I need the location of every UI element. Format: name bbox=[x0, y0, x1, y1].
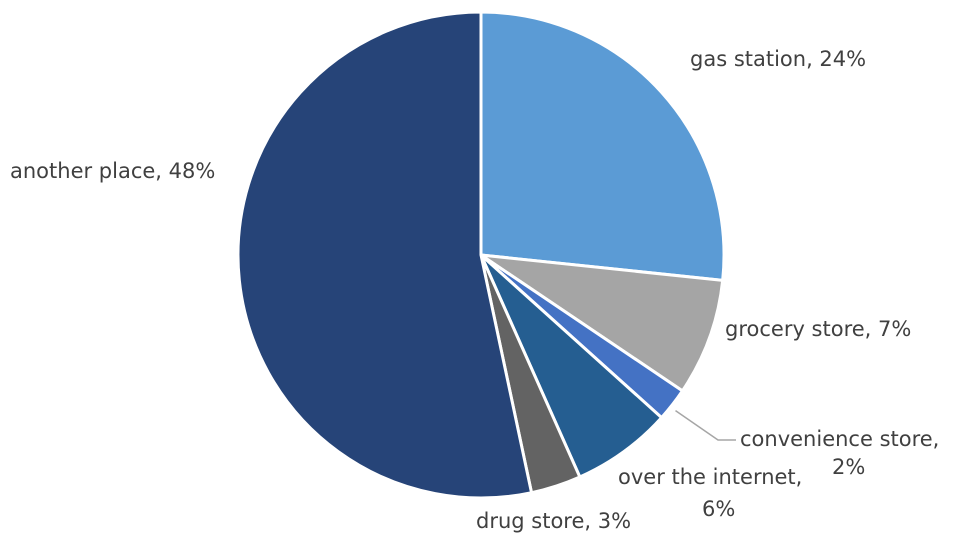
pie-slices bbox=[236, 10, 726, 500]
data-label-drug-store: drug store, 3% bbox=[476, 509, 631, 533]
data-label-another-place: another place, 48% bbox=[10, 159, 215, 183]
pie-slice-gas-station bbox=[479, 10, 726, 282]
data-label-over-the-internet-line1: over the internet, bbox=[618, 465, 802, 489]
data-label-grocery-store: grocery store, 7% bbox=[725, 317, 911, 341]
data-label-over-the-internet-line2: 6% bbox=[702, 497, 735, 521]
leader-line-convenience-store bbox=[675, 409, 736, 441]
data-labels: gas station, 24% grocery store, 7% conve… bbox=[10, 47, 939, 533]
data-label-convenience-store-line1: convenience store, bbox=[740, 427, 939, 451]
pie-slice-grocery-store bbox=[479, 253, 725, 393]
data-label-convenience-store-line2: 2% bbox=[832, 455, 865, 479]
leader-lines bbox=[675, 409, 736, 441]
data-label-gas-station: gas station, 24% bbox=[690, 47, 866, 71]
pie-slice-another-place bbox=[236, 10, 534, 500]
